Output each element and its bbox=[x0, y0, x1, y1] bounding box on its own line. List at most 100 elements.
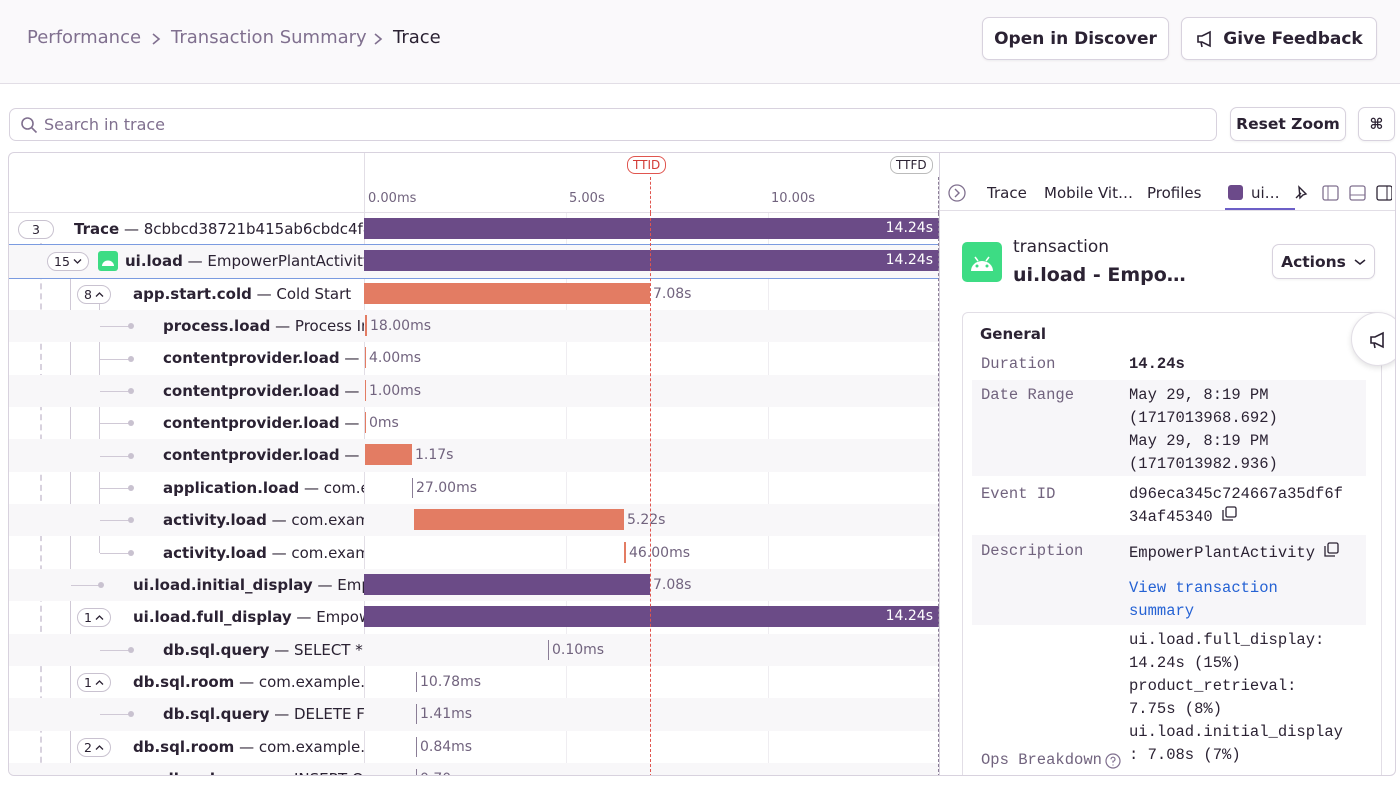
span-op: activity.load bbox=[163, 543, 267, 562]
trace-row[interactable]: 1 ui.load.full_display — Empowe 14.24s bbox=[9, 601, 939, 633]
collapse-icon[interactable] bbox=[948, 184, 966, 202]
ttfd-line bbox=[938, 213, 939, 775]
tree-dot bbox=[128, 646, 134, 653]
copy-icon[interactable] bbox=[1222, 506, 1237, 521]
trace-rows: 3 Trace — 8cbbcd38721b415ab6cbdc4f8 14.24s… bbox=[9, 213, 939, 775]
feedback-button[interactable]: Give Feedback bbox=[1181, 17, 1377, 60]
child-count-badge[interactable]: 1 bbox=[77, 608, 111, 628]
trace-row[interactable]: db.sql.query — SELECT * F 0.10ms bbox=[9, 633, 939, 666]
span-bar bbox=[412, 477, 413, 498]
trace-row[interactable]: 3 Trace — 8cbbcd38721b415ab6cbdc4f8 14.24s bbox=[9, 213, 939, 245]
chevron-icon bbox=[1354, 258, 1366, 265]
field-label: Ops Breakdown bbox=[981, 751, 1102, 769]
button-label: Reset Zoom bbox=[1236, 115, 1340, 133]
field-value: May 29, 8:19 PM (1717013968.692) May 29, … bbox=[1129, 384, 1329, 476]
grid-line bbox=[566, 213, 567, 775]
trace-row[interactable]: 8 app.start.cold — Cold Start 7.08s bbox=[9, 278, 939, 310]
ops-breakdown: ui.load.full_display: 14.24s (15%) produc… bbox=[1129, 629, 1343, 767]
tab[interactable]: Profiles bbox=[1147, 184, 1202, 202]
child-count: 3 bbox=[32, 222, 40, 237]
child-count: 15 bbox=[54, 254, 70, 270]
span-description: — com.ex bbox=[303, 478, 364, 497]
chevron-icon bbox=[95, 679, 104, 685]
trace-row[interactable]: ui.load.initial_display — Empo 7.08s bbox=[9, 568, 939, 602]
child-count-badge[interactable]: 3 bbox=[18, 220, 54, 239]
trace-row[interactable]: activity.load — com.examp 5.22s bbox=[9, 504, 939, 537]
megaphone-icon bbox=[1370, 331, 1384, 349]
span-description: — Process In bbox=[275, 317, 364, 336]
child-count-badge[interactable]: 2 bbox=[77, 737, 111, 757]
actions-button[interactable]: Actions bbox=[1272, 244, 1375, 279]
tab[interactable]: Mobile Vit… bbox=[1044, 184, 1133, 202]
span-description: — INSERT OR bbox=[274, 770, 364, 775]
chevron-icon bbox=[374, 33, 383, 45]
tab[interactable]: Trace bbox=[987, 184, 1027, 202]
span-description: — an bbox=[344, 414, 364, 433]
trace-row[interactable]: 1 db.sql.room — com.example.v 10.78ms bbox=[9, 666, 939, 698]
child-count: 1 bbox=[84, 674, 92, 690]
chevron-icon bbox=[95, 615, 104, 621]
layout-icons[interactable] bbox=[1292, 184, 1392, 202]
span-bar bbox=[416, 704, 417, 725]
event-id: d96eca345c724667a35df6f34af45340 bbox=[1129, 485, 1343, 526]
tree-guide bbox=[40, 233, 42, 775]
trace-row[interactable]: contentprovider.load — an 0ms bbox=[9, 407, 939, 439]
trace-row[interactable]: contentprovider.load — co 1.17s bbox=[9, 439, 939, 472]
span-description: — com.examp bbox=[271, 543, 364, 562]
feedback-fab[interactable] bbox=[1351, 312, 1395, 366]
child-count-badge[interactable]: 8 bbox=[77, 284, 111, 304]
android-icon bbox=[962, 242, 1002, 282]
button-label: Open in Discover bbox=[994, 28, 1157, 49]
trace-row[interactable]: db.sql.query — INSERT OR 0.70ms bbox=[9, 762, 939, 775]
trace-row[interactable]: db.sql.query — DELETE FR 1.41ms bbox=[9, 698, 939, 731]
trace-row[interactable]: activity.load — com.examp 46.00ms bbox=[9, 537, 939, 569]
button-label: ⌘ bbox=[1369, 115, 1384, 133]
search-input[interactable]: Search in trace bbox=[9, 108, 1217, 141]
copy-icon[interactable] bbox=[1324, 542, 1339, 557]
span-op: contentprovider.load bbox=[163, 446, 340, 465]
tree-connector bbox=[100, 649, 130, 651]
span-name: ui.load — EmpowerPlantActivity bbox=[125, 252, 364, 270]
search-placeholder: Search in trace bbox=[44, 115, 166, 134]
span-name: ui.load.initial_display — Empo bbox=[133, 576, 364, 594]
span-description: — Cold Start bbox=[256, 284, 352, 303]
span-op: db.sql.query bbox=[163, 705, 270, 724]
span-bar bbox=[365, 315, 367, 337]
open-discover-button[interactable]: Open in Discover bbox=[982, 17, 1169, 60]
reset-zoom-button[interactable]: Reset Zoom bbox=[1230, 107, 1346, 141]
trace-row[interactable]: 2 db.sql.room — com.example.v 0.84ms bbox=[9, 731, 939, 763]
trace-row[interactable]: contentprovider.load — io 4.00ms bbox=[9, 342, 939, 374]
child-count-badge[interactable]: 1 bbox=[77, 672, 111, 692]
breadcrumb[interactable]: Performance bbox=[27, 27, 142, 48]
shortcut-button[interactable]: ⌘ bbox=[1358, 107, 1395, 141]
span-name: contentprovider.load — an bbox=[163, 414, 364, 432]
span-duration: 7.08s bbox=[653, 576, 692, 593]
tree-dot bbox=[128, 387, 134, 394]
span-description: — com.example.v bbox=[239, 737, 364, 756]
tab[interactable]: ui… bbox=[1251, 184, 1280, 202]
breadcrumb[interactable]: Transaction Summary bbox=[171, 27, 367, 48]
tree-connector bbox=[100, 455, 130, 457]
field-label: Duration bbox=[981, 355, 1056, 373]
child-count-badge[interactable]: 15 bbox=[47, 252, 89, 272]
timeline-marker: TTFD bbox=[890, 156, 933, 174]
trace-row[interactable]: application.load — com.ex 27.00ms bbox=[9, 472, 939, 504]
trace-row[interactable]: process.load — Process In 18.00ms bbox=[9, 310, 939, 343]
span-description: — com.example.v bbox=[239, 672, 364, 691]
help-icon[interactable] bbox=[1105, 753, 1121, 769]
span-description: — Empowe bbox=[296, 608, 364, 627]
span-name: db.sql.query — DELETE FR bbox=[163, 705, 364, 723]
trace-row[interactable]: contentprovider.load — io 1.00ms bbox=[9, 374, 939, 408]
tree-dot bbox=[128, 517, 134, 524]
span-name: activity.load — com.examp bbox=[163, 544, 364, 562]
tree-connector bbox=[100, 358, 130, 360]
summary-link[interactable]: View transaction summary bbox=[1129, 579, 1278, 620]
span-name: contentprovider.load — co bbox=[163, 446, 364, 464]
megaphone-icon bbox=[1197, 30, 1212, 47]
span-bar bbox=[365, 444, 412, 466]
span-duration: 0.70ms bbox=[420, 771, 472, 775]
tree-dot bbox=[98, 582, 104, 589]
button-label: Give Feedback bbox=[1223, 28, 1363, 49]
ttfd-line bbox=[938, 177, 939, 213]
trace-row[interactable]: 15 ui.load — EmpowerPlantActivity 14.24s bbox=[9, 244, 939, 279]
